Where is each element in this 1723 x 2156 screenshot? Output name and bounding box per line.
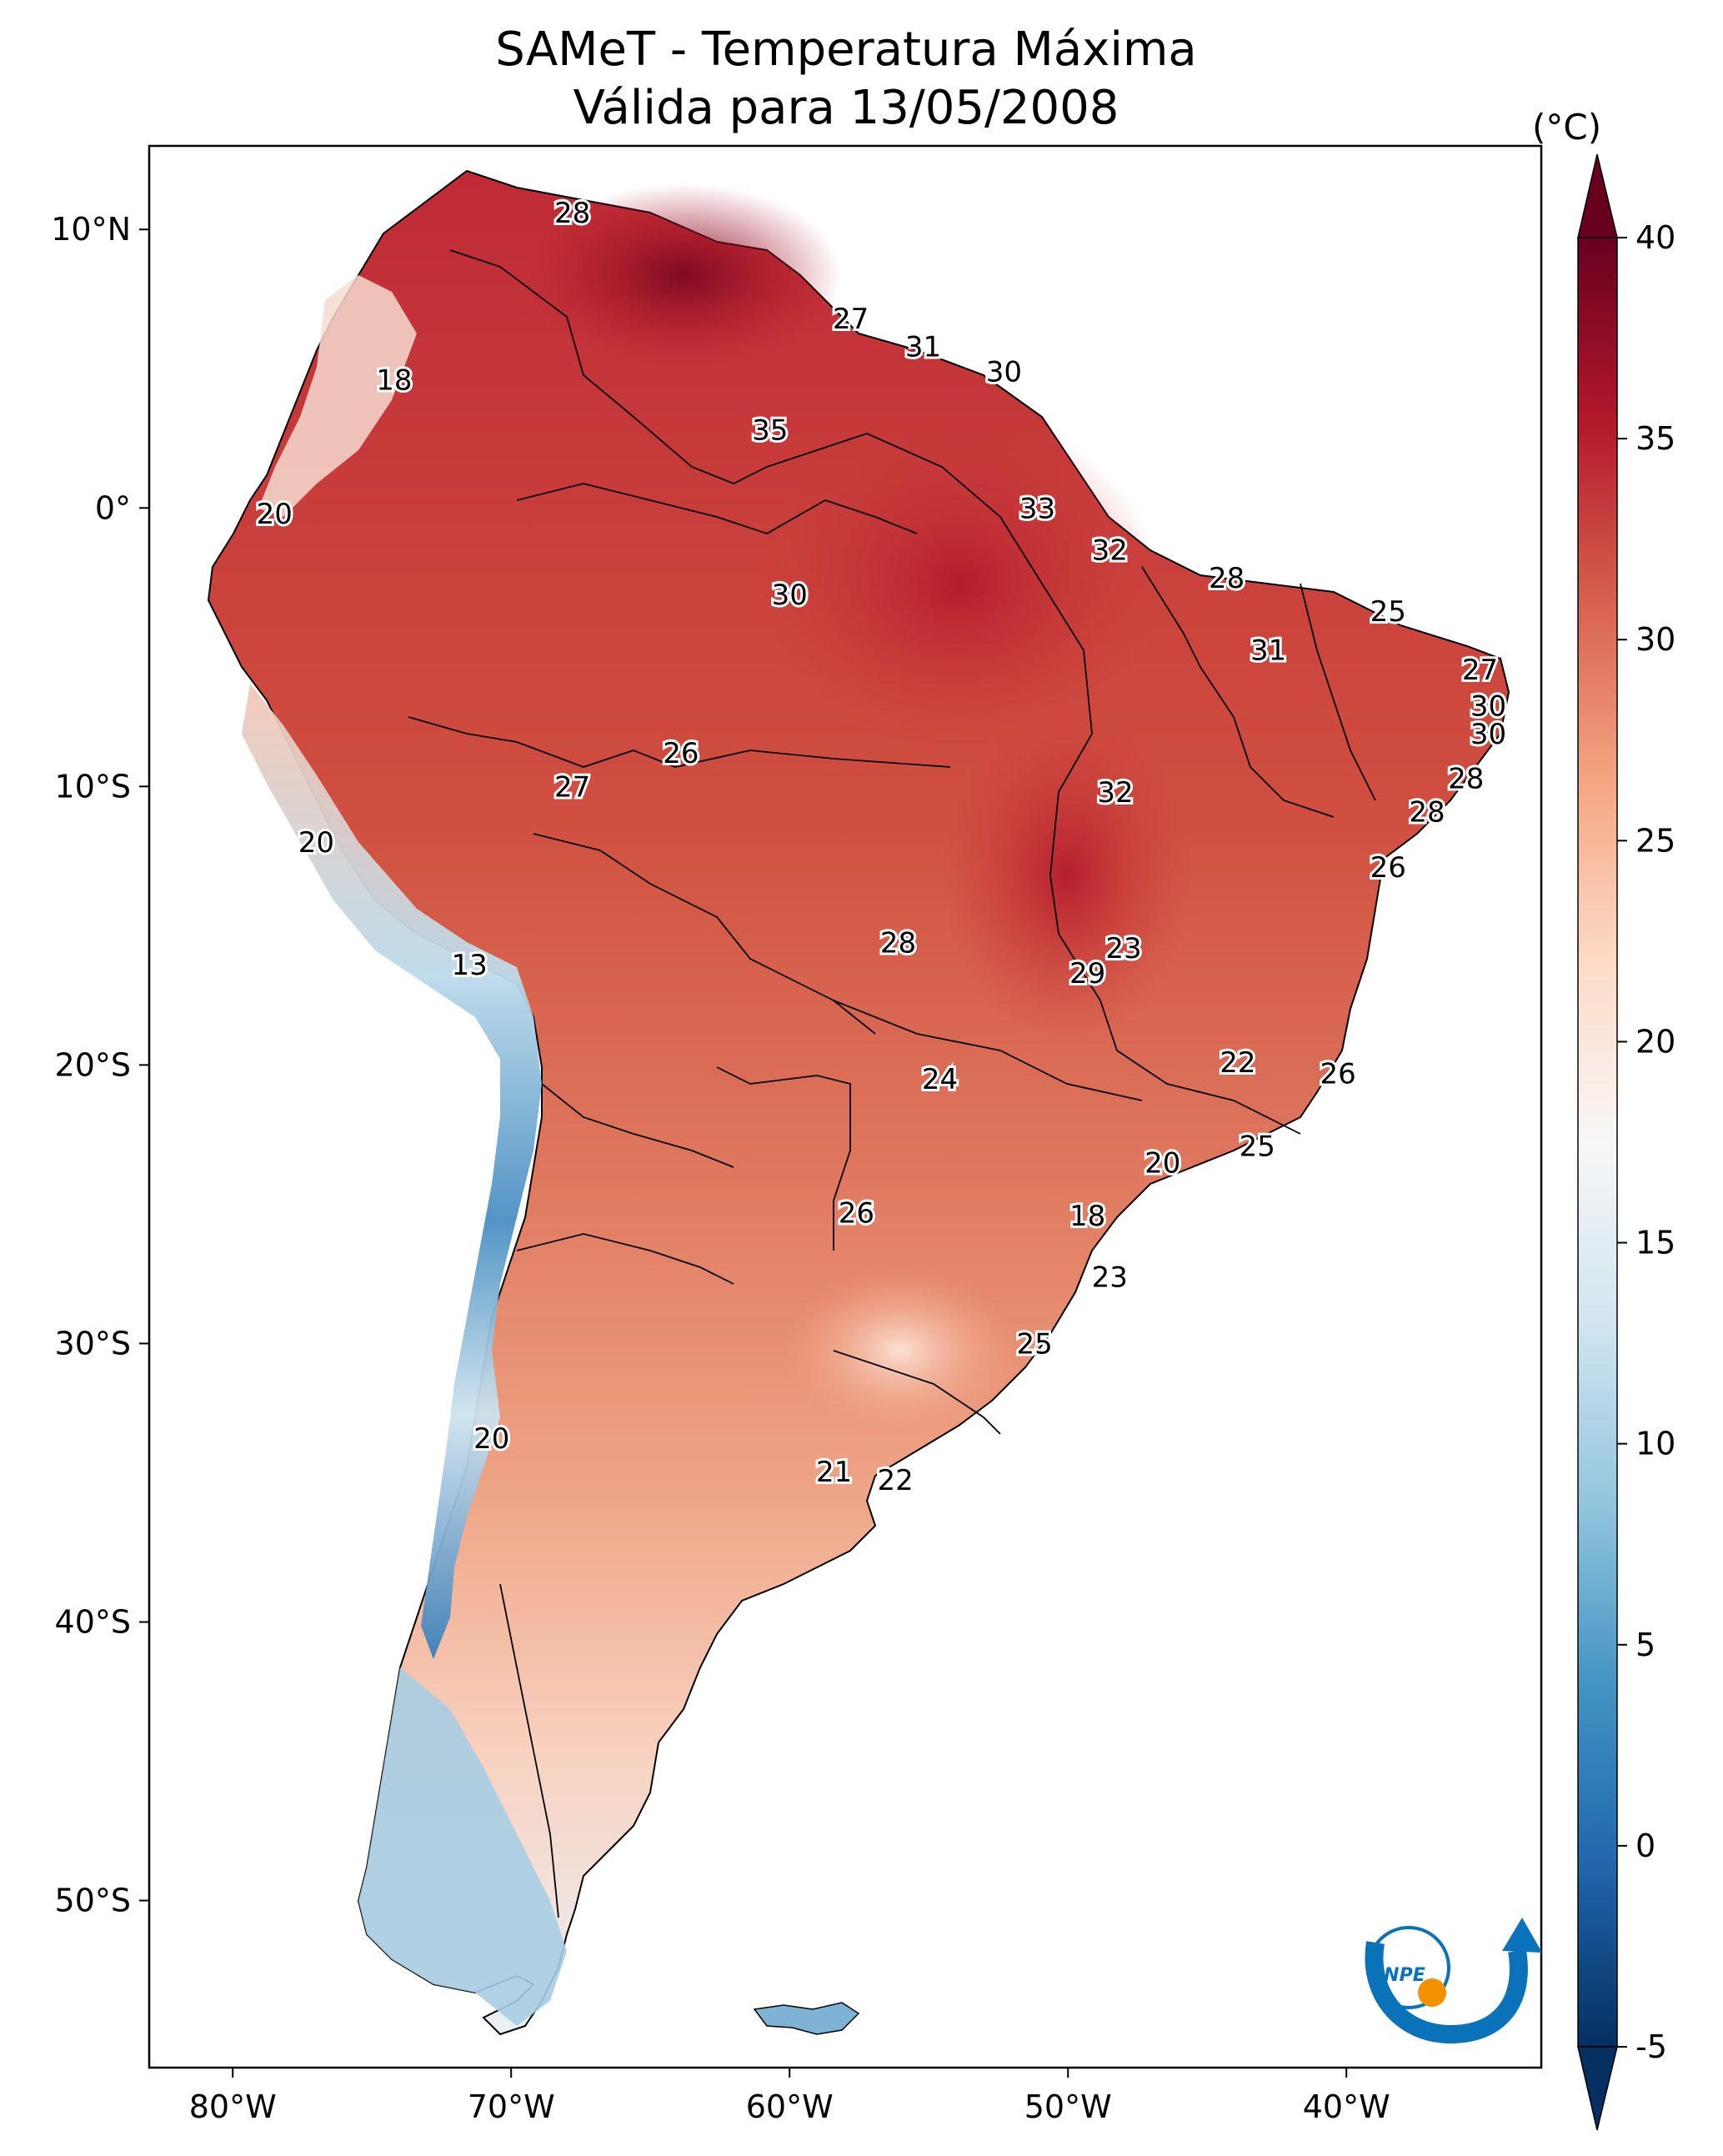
city-temperature-value: 32 [1097, 776, 1133, 810]
colorbar-tick-label: 5 [1635, 1627, 1655, 1663]
city-temperature-value: 26 [839, 1196, 874, 1230]
logo-swoosh-icon [1365, 1941, 1528, 2044]
chart-title-line2: Válida para 13/05/2008 [573, 81, 1119, 135]
city-temperature-value: 32 [1092, 534, 1128, 567]
city-temperature-value: 13 [451, 949, 487, 982]
colorbar-body [1577, 237, 1618, 2048]
colorbar-unit-label: (°C) [1532, 107, 1602, 148]
city-temperature-value: 33 [1019, 492, 1055, 525]
city-temperature-value: 18 [1069, 1200, 1105, 1233]
logo-text: INPE [1377, 1965, 1425, 1986]
colorbar-tick-label: 0 [1635, 1828, 1655, 1864]
city-temperature-value: 25 [1240, 1130, 1275, 1163]
colorbar-ticks: 40 35 30 25 20 15 10 5 0 -5 [1617, 219, 1675, 2065]
city-temperature-value: 25 [1370, 595, 1406, 629]
lat-tick-label: 10°N [51, 211, 131, 248]
city-temperature-value: 20 [473, 1422, 509, 1456]
city-temperature-value: 31 [905, 331, 941, 364]
city-temperature-value: 26 [1320, 1057, 1356, 1091]
city-temperature-value: 27 [554, 770, 590, 804]
logo-dot-icon [1418, 1978, 1446, 2007]
colorbar-tick-label: 20 [1635, 1023, 1675, 1060]
lat-tick-label: 0° [95, 489, 131, 526]
hot-core-amazon [759, 417, 1159, 750]
city-temperature-value: 27 [833, 303, 869, 336]
city-temperature-value: 23 [1105, 932, 1141, 965]
city-temperature-value: 28 [1209, 562, 1245, 595]
city-temperature-value: 30 [986, 356, 1022, 389]
colorbar-tick-label: -5 [1635, 2028, 1667, 2065]
city-temperature-value: 18 [376, 364, 412, 398]
city-temperature-value: 20 [298, 826, 334, 860]
colorbar-tick-label: 35 [1635, 420, 1675, 457]
lon-tick-label: 80°W [189, 2088, 277, 2125]
temperature-field [207, 169, 1510, 2036]
city-temperature-value: 28 [1448, 762, 1484, 795]
city-temperature-value: 31 [1250, 634, 1286, 668]
lat-tick-label: 10°S [55, 768, 131, 805]
logo-arrow-icon [1502, 1918, 1542, 1953]
colorbar-tick-label: 25 [1635, 822, 1675, 859]
colorbar: 40 35 30 25 20 15 10 5 0 -5 [1577, 153, 1675, 2131]
colorbar-tick-label: 15 [1635, 1225, 1675, 1261]
hot-core-tocantins [942, 709, 1192, 1042]
map-frame [148, 144, 1543, 2069]
city-temperature-value: 29 [1069, 957, 1105, 990]
city-temperature-value: 20 [1144, 1146, 1180, 1180]
city-temperature-value: 35 [752, 414, 788, 448]
city-temperature-value: 20 [257, 498, 293, 531]
country-borders [408, 249, 1376, 1918]
colorbar-bottom-arrow [1577, 2046, 1618, 2131]
lat-tick-label: 30°S [55, 1325, 131, 1361]
city-temperature-value: 24 [922, 1063, 958, 1096]
mild-region-uruguay [784, 1267, 1017, 1434]
city-temperature-value: 28 [554, 197, 590, 230]
city-temperature-value: 28 [1409, 795, 1445, 829]
falkland-islands [753, 2002, 860, 2035]
hot-core-venezuela [525, 183, 842, 367]
andes-cold-band [242, 684, 542, 1659]
city-temperature-value: 26 [663, 737, 699, 770]
lon-tick-label: 70°W [468, 2088, 555, 2125]
latitude-axis: 10°N 0° 10°S 20°S 30°S 40°S 50°S [51, 211, 149, 1919]
lon-tick-label: 60°W [746, 2088, 834, 2125]
lon-tick-label: 40°W [1303, 2088, 1390, 2125]
city-temperature-value: 22 [1220, 1046, 1255, 1080]
logo-orbit-icon [1367, 1926, 1450, 2009]
colorbar-tick-label: 40 [1635, 219, 1675, 256]
longitude-axis: 80°W 70°W 60°W 50°W 40°W [189, 2068, 1390, 2125]
city-temperature-value: 26 [1370, 851, 1406, 885]
lat-tick-label: 20°S [55, 1046, 131, 1083]
city-temperature-value: 27 [1462, 654, 1498, 687]
city-temperature-value: 22 [877, 1464, 913, 1497]
colombia-cold-band [258, 275, 417, 517]
lat-tick-label: 40°S [55, 1604, 131, 1641]
city-temperature-value: 25 [1016, 1327, 1052, 1361]
city-temperature-value: 21 [816, 1456, 852, 1489]
city-temperature-value: 23 [1092, 1261, 1128, 1294]
colorbar-top-arrow [1577, 153, 1618, 238]
inpe-logo: INPE [1365, 1918, 1542, 2044]
lon-tick-label: 50°W [1024, 2088, 1112, 2125]
city-temperature-value: 30 [1470, 718, 1506, 751]
city-temperature-value: 30 [772, 579, 808, 612]
colorbar-tick-label: 30 [1635, 621, 1675, 658]
city-temperature-value: 28 [880, 926, 916, 960]
colorbar-tick-label: 10 [1635, 1426, 1675, 1462]
lat-tick-label: 50°S [55, 1883, 131, 1919]
patagonia-cold-region [358, 1667, 567, 2026]
city-temperature-value: 30 [1470, 689, 1506, 723]
chart-title-line1: SAMeT - Temperatura Máxima [495, 23, 1197, 77]
